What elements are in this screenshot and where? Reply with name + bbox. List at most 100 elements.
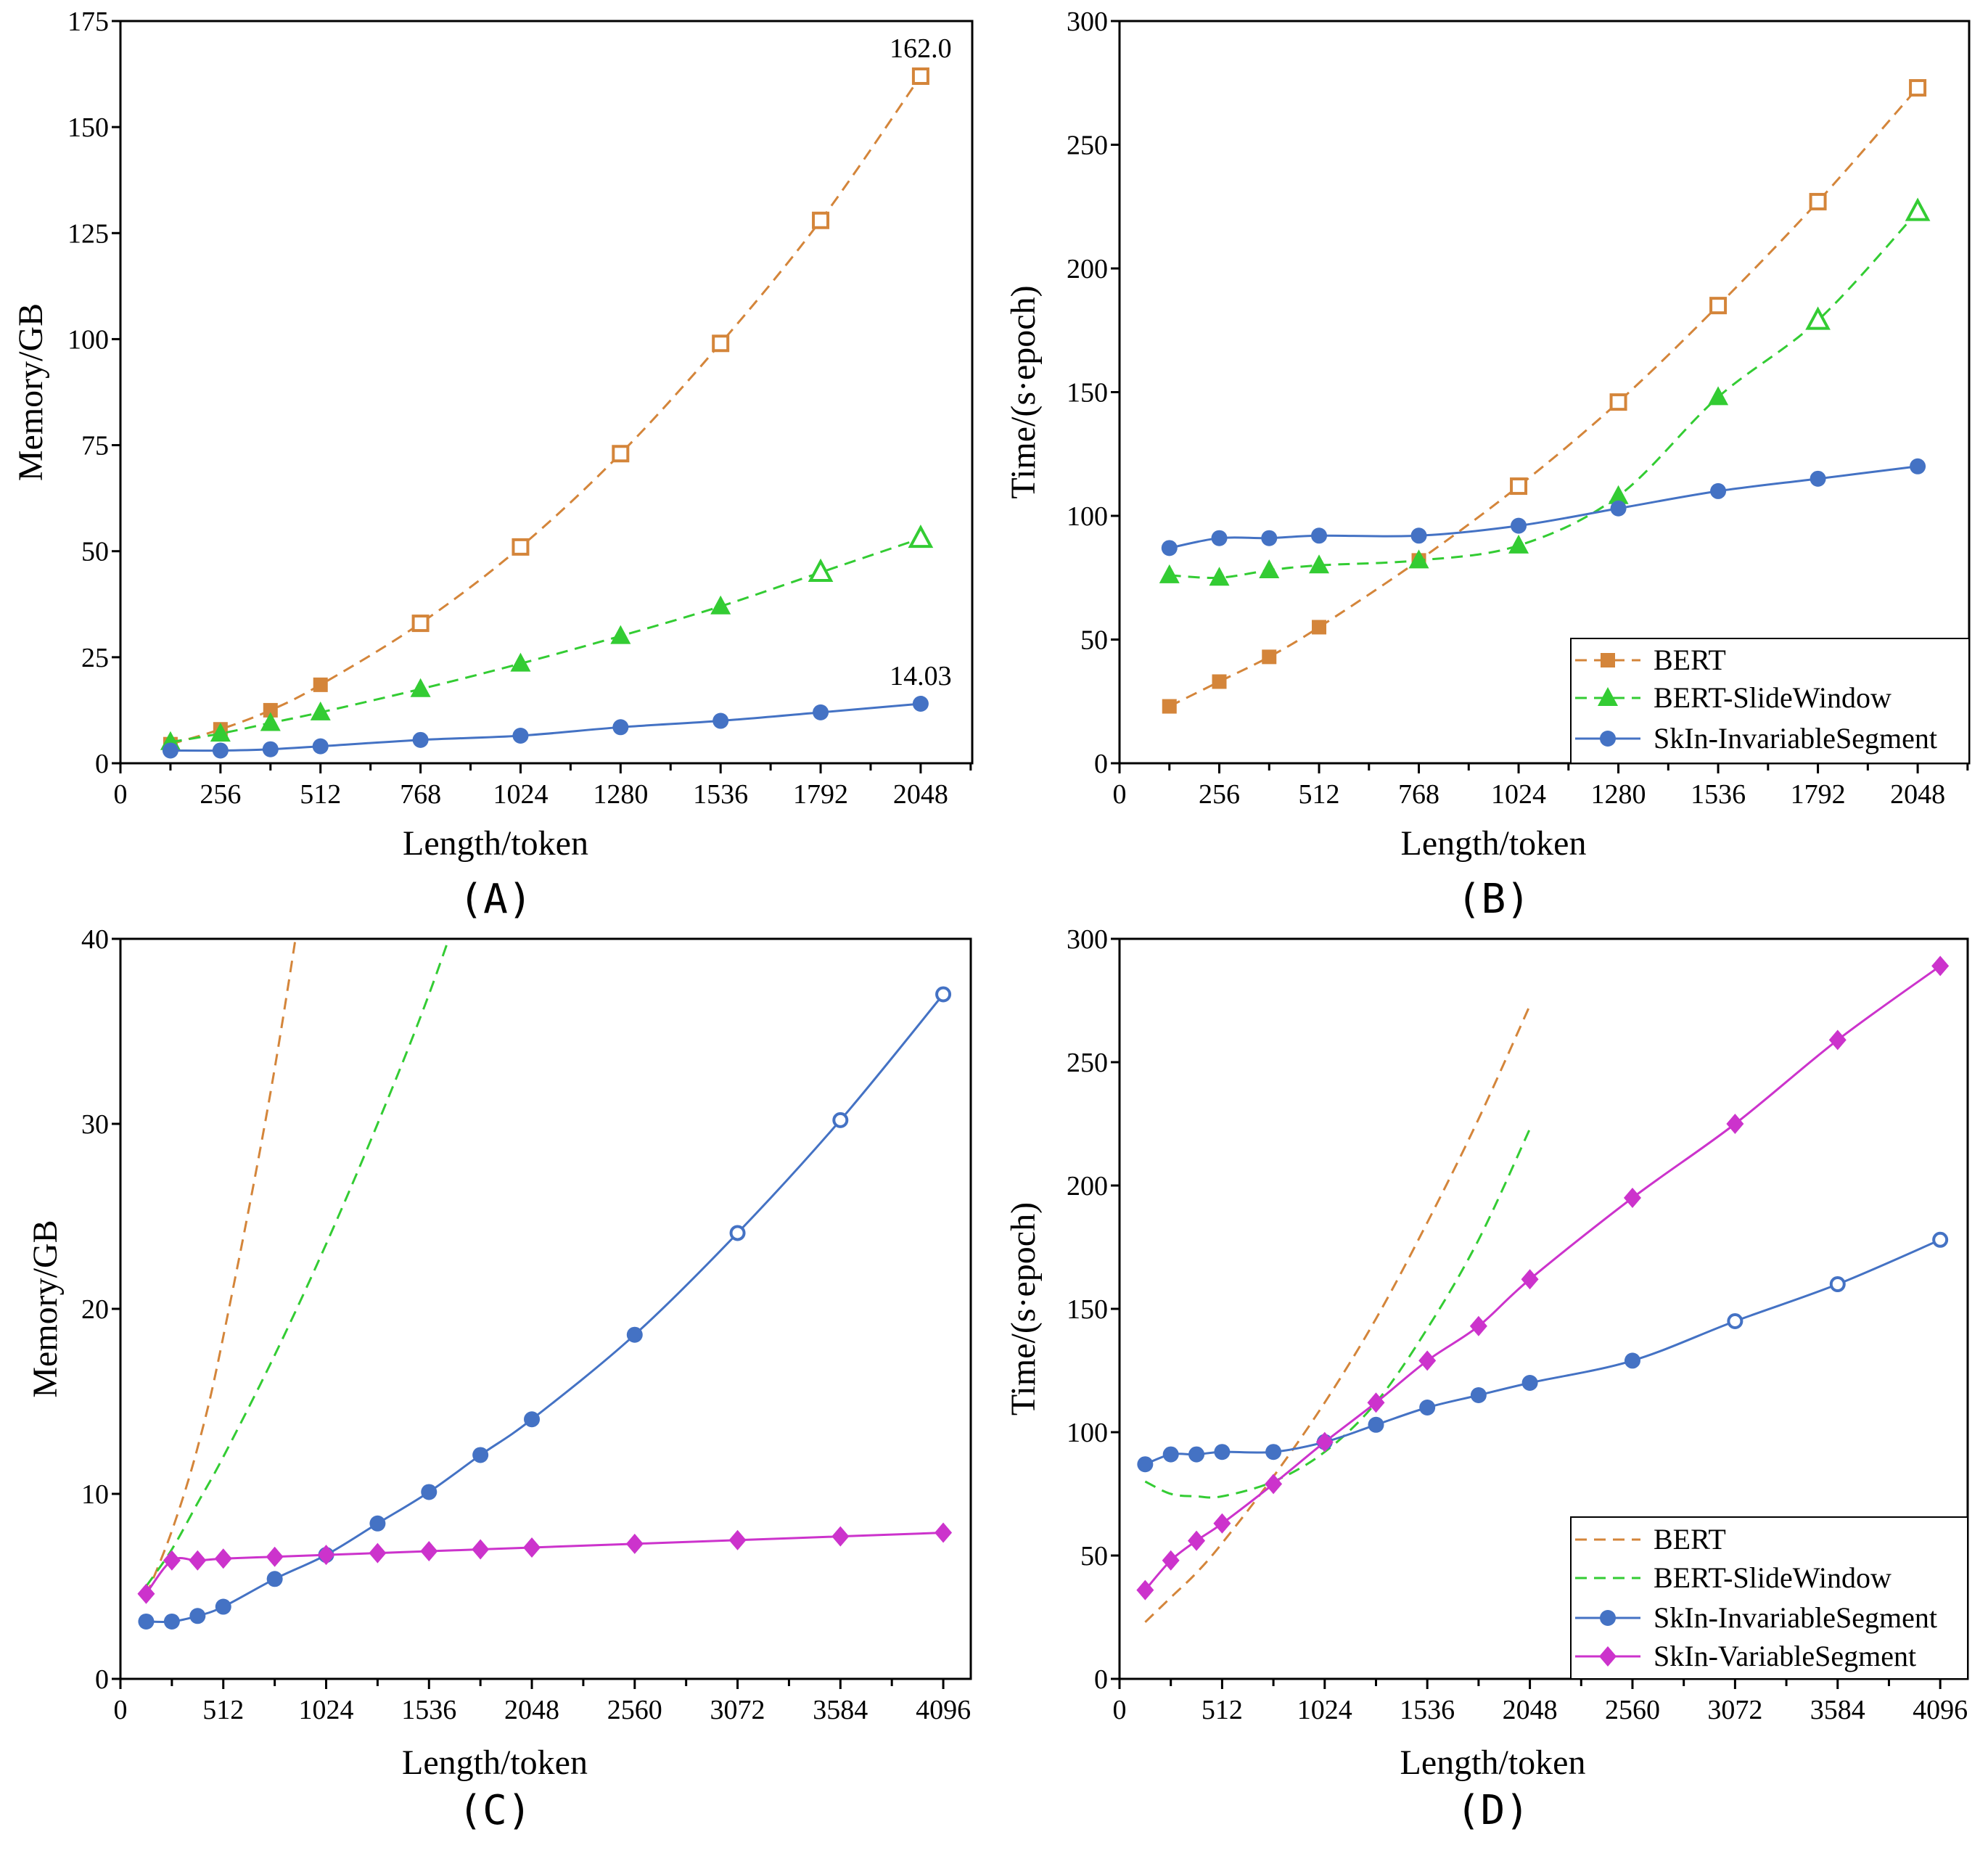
data-point-invariable <box>138 1613 155 1630</box>
data-point-variable <box>1931 956 1950 977</box>
y-axis-title: Memory/GB <box>26 1220 65 1397</box>
x-axis-title: Length/token <box>1401 824 1587 863</box>
x-tick-label: 2048 <box>893 779 948 810</box>
data-point-variable <box>728 1529 747 1550</box>
legend-marker-invariable <box>1600 731 1616 747</box>
x-tick-label: 1536 <box>1400 1695 1455 1725</box>
data-point-variable <box>317 1545 335 1566</box>
data-point-invariable <box>266 1571 283 1587</box>
y-tick-label: 0 <box>1094 749 1108 779</box>
data-label: 14.03 <box>890 661 952 691</box>
data-point-invariable <box>421 1484 438 1500</box>
y-tick-label: 75 <box>81 431 109 461</box>
y-axis-title: Time/(s·epoch) <box>1004 285 1043 498</box>
chart-panel-0: 0 25 50 75 100 125 150 175 0 256 512 768 1024 1280 153… <box>12 7 974 923</box>
x-tick-label: 256 <box>1199 779 1240 810</box>
legend-marker-slidewindow <box>1598 687 1618 706</box>
data-point-invariable <box>262 741 279 757</box>
data-point-invariable <box>1265 1444 1282 1460</box>
data-point-invariable <box>832 1112 849 1128</box>
data-point-invariable <box>1710 482 1727 499</box>
y-tick-label: 0 <box>95 749 109 779</box>
x-tick-label: 1792 <box>793 779 848 810</box>
data-point-variable <box>472 1539 490 1560</box>
y-tick-label: 30 <box>81 1109 109 1140</box>
data-point-bert <box>1809 192 1827 210</box>
y-tick-label: 150 <box>67 112 109 143</box>
x-tick-label: 512 <box>1299 779 1340 810</box>
series-line-invariable <box>146 993 945 1624</box>
data-point-invariable <box>1829 1276 1846 1292</box>
data-label: 162.0 <box>890 33 952 64</box>
data-point-slidewindow <box>1708 386 1729 406</box>
data-point-invariable <box>1214 1444 1231 1460</box>
data-point-slidewindow <box>1608 485 1629 504</box>
data-point-slidewindow <box>1408 549 1429 569</box>
y-tick-label: 200 <box>1067 254 1108 284</box>
data-point-invariable <box>412 731 429 748</box>
x-tick-label: 3072 <box>710 1695 765 1725</box>
data-point-bert <box>1709 297 1728 315</box>
data-point-invariable <box>1261 530 1278 546</box>
data-point-invariable <box>612 719 629 736</box>
data-point-variable <box>163 1550 181 1571</box>
data-point-slidewindow <box>610 625 631 644</box>
series-line-bert <box>145 939 297 1596</box>
data-point-bert <box>512 538 530 556</box>
y-tick-label: 125 <box>67 218 109 249</box>
data-point-slidewindow <box>808 558 834 582</box>
data-point-bert <box>313 677 328 692</box>
data-point-invariable <box>1624 1352 1640 1369</box>
data-point-slidewindow <box>410 678 431 697</box>
series-line-bert <box>1169 87 1919 707</box>
data-point-bert <box>812 211 830 229</box>
data-point-slidewindow <box>1905 197 1931 221</box>
x-tick-label: 2560 <box>607 1695 662 1725</box>
legend-label-bert: BERT <box>1654 1523 1726 1556</box>
y-tick-label: 40 <box>81 924 109 955</box>
y-tick-label: 20 <box>81 1294 109 1325</box>
chart-panel-1: 0 50 100 150 200 250 300 0 256 512 768 1024 1280 1536… <box>1004 7 1971 923</box>
plot-frame <box>1118 937 1969 1680</box>
y-tick-label: 100 <box>1067 501 1108 532</box>
data-point-bert <box>712 334 730 353</box>
x-tick-label: 1536 <box>401 1695 456 1725</box>
data-point-invariable <box>1311 527 1328 544</box>
data-point-invariable <box>163 1613 180 1630</box>
y-tick-label: 150 <box>1067 378 1108 408</box>
data-point-invariable <box>1932 1231 1949 1248</box>
data-point-invariable <box>935 986 952 1003</box>
x-tick-label: 768 <box>1398 779 1439 810</box>
y-tick-label: 25 <box>81 643 109 673</box>
x-axis-title: Length/token <box>403 824 588 863</box>
data-point-variable <box>1213 1513 1231 1534</box>
legend: BERT BERT-SlideWindow SkIn-InvariableSegme… <box>1570 638 1970 764</box>
x-tick-label: 512 <box>300 779 341 810</box>
legend-marker-invariable <box>1600 1610 1616 1626</box>
data-point-variable <box>369 1542 387 1564</box>
panel-label: (B) <box>1457 876 1530 923</box>
data-point-bert <box>1162 699 1177 714</box>
x-tick-label: 256 <box>200 779 241 810</box>
data-point-invariable <box>626 1326 643 1343</box>
data-point-invariable <box>1470 1387 1487 1403</box>
x-tick-label: 0 <box>114 1695 128 1725</box>
data-point-variable <box>625 1533 644 1554</box>
data-point-invariable <box>1211 530 1228 546</box>
legend-box <box>1570 1516 1968 1680</box>
data-point-invariable <box>524 1411 541 1428</box>
data-point-variable <box>1418 1350 1437 1371</box>
data-point-invariable <box>1810 470 1826 487</box>
x-tick-label: 3072 <box>1707 1695 1762 1725</box>
y-axis-title: Time/(s·epoch) <box>1004 1202 1043 1416</box>
data-point-bert <box>1212 674 1227 689</box>
y-tick-label: 250 <box>1067 131 1108 161</box>
x-tick-label: 1792 <box>1791 779 1846 810</box>
series-line-slidewindow <box>1144 1128 1531 1499</box>
legend-label-invariable: SkIn-InvariableSegment <box>1654 1601 1937 1634</box>
legend-marker-bert <box>1601 653 1615 667</box>
x-tick-label: 2048 <box>1503 1695 1558 1725</box>
data-point-invariable <box>1727 1313 1743 1329</box>
data-point-invariable <box>813 704 829 720</box>
